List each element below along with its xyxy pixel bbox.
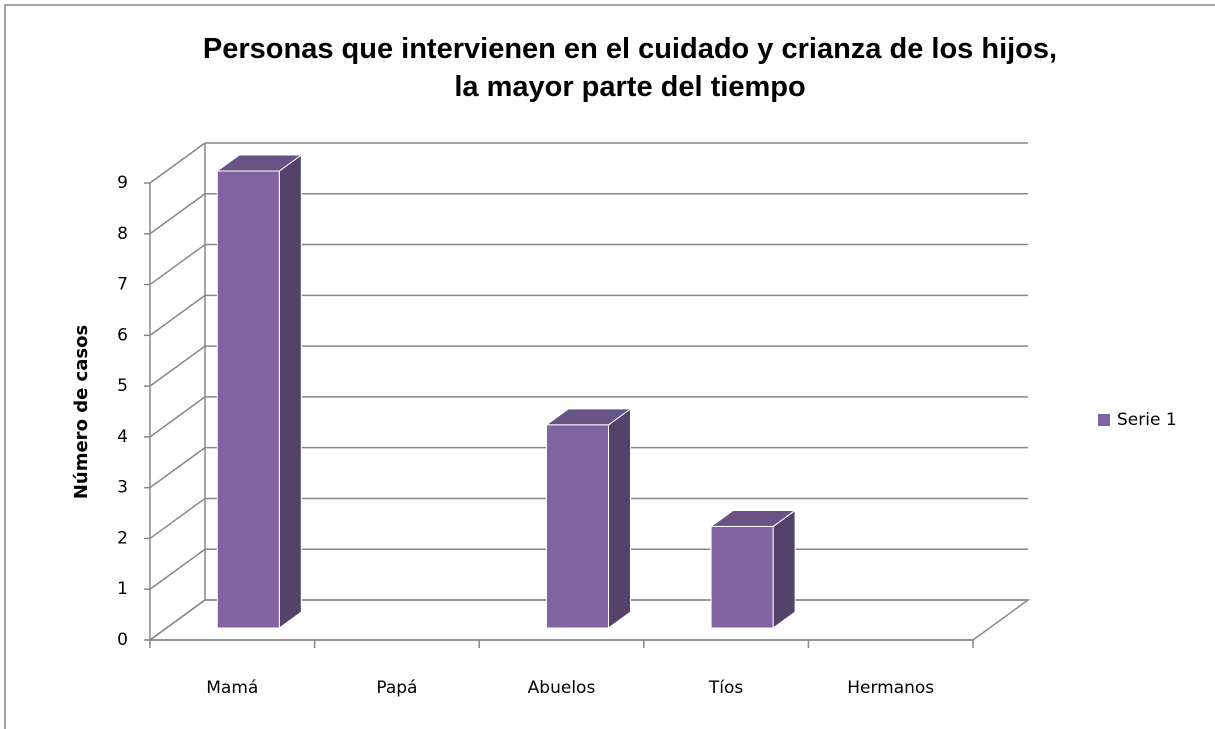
bar-side	[772, 509, 796, 629]
frame	[4, 4, 1215, 729]
y-tick-label: 5	[117, 376, 128, 396]
bar	[710, 525, 774, 629]
grid-line	[149, 599, 206, 641]
grid-line	[149, 497, 206, 540]
bar	[546, 424, 609, 629]
x-tick-label: Papá	[376, 678, 417, 698]
chart-title: Personas que intervienen en el cuidado y…	[202, 33, 1058, 103]
y-tick-label: 6	[117, 325, 128, 345]
y-tick-label: 1	[117, 579, 128, 599]
x-tick-label: Tíos	[708, 678, 744, 698]
grid-line	[149, 345, 206, 387]
grid-line	[149, 243, 206, 286]
x-tick-label: Hermanos	[847, 678, 934, 698]
y-tick-label: 7	[117, 275, 128, 295]
grid-line	[149, 142, 206, 184]
y-tick-label: 4	[117, 427, 128, 447]
x-tick-label: Mamá	[206, 678, 258, 698]
grid-line	[149, 294, 206, 336]
y-tick-label: 8	[117, 224, 128, 244]
y-tick-label: 3	[117, 478, 128, 498]
y-tick-label: 2	[117, 528, 128, 548]
grid-line	[149, 548, 206, 590]
y-tick-label: 0	[117, 630, 128, 650]
bar-side	[608, 407, 631, 629]
grid-line	[149, 447, 206, 489]
legend-label: Serie 1	[1117, 410, 1177, 430]
y-axis-label: Número de casos	[71, 325, 92, 499]
bar-side	[278, 154, 302, 629]
bar	[216, 170, 280, 629]
legend-swatch	[1098, 414, 1110, 426]
grid-line	[149, 193, 206, 235]
grid-line	[149, 396, 206, 438]
x-tick-label: Abuelos	[528, 678, 596, 698]
y-tick-label: 9	[117, 173, 128, 193]
